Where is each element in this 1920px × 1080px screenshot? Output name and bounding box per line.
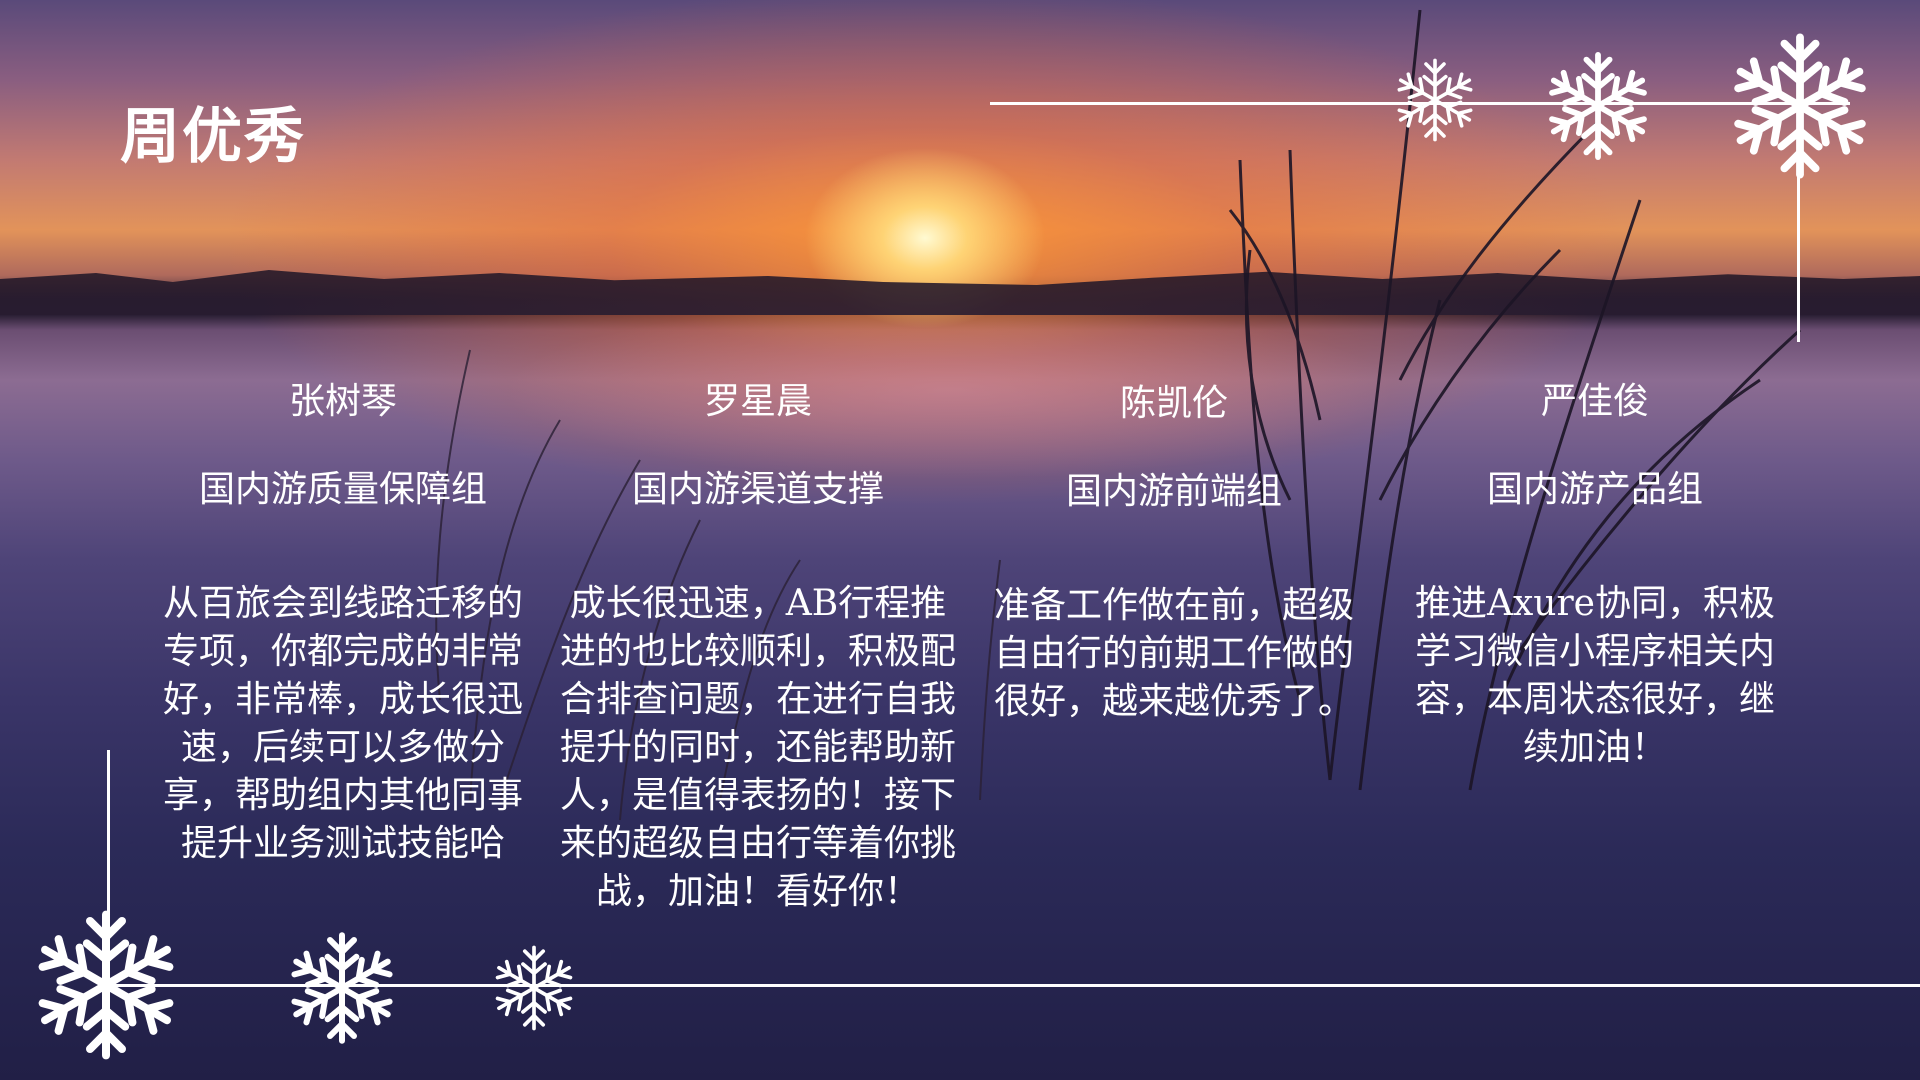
- awardee-comment: 推进Axure协同，积极学习微信小程序相关内容，本周状态很好，继续加油！: [1414, 583, 1775, 768]
- right-vertical-line: [1797, 100, 1800, 342]
- page-title: 周优秀: [120, 102, 306, 172]
- left-vertical-line: [107, 750, 110, 986]
- snowflake-icon: [282, 932, 402, 1048]
- awardee-name: 严佳俊: [1540, 381, 1649, 422]
- awardee-comment: 从百旅会到线路迁移的专项，你都完成的非常好，非常棒，成长很迅速，后续可以多做分享…: [162, 583, 523, 864]
- snowflake-icon: [1540, 52, 1656, 164]
- bottom-divider-line: [100, 984, 1920, 987]
- top-divider-line: [990, 102, 1850, 105]
- snowflake-icon: [26, 910, 186, 1065]
- awardee-name: 张树琴: [288, 381, 397, 422]
- awardee-team: 国内游产品组: [1486, 469, 1703, 510]
- awardee-comment: 成长很迅速，AB行程推进的也比较顺利，积极配合排查问题，在进行自我提升的同时，还…: [559, 583, 956, 912]
- awardee-name: 罗星晨: [703, 381, 812, 422]
- awardee-team: 国内游质量保障组: [198, 469, 487, 510]
- awardee-team: 国内游渠道支撑: [631, 469, 884, 510]
- snowflake-icon: [1393, 58, 1477, 142]
- snowflake-icon: [491, 945, 577, 1031]
- awardee-team: 国内游前端组: [1065, 471, 1282, 512]
- snowflake-icon: [1722, 33, 1878, 184]
- snow-glow: [500, 300, 1400, 480]
- awardee-name: 陈凯伦: [1119, 383, 1228, 424]
- awardee-comment: 准备工作做在前，超级自由行的前期工作做的很好，越来越优秀了。: [993, 585, 1354, 722]
